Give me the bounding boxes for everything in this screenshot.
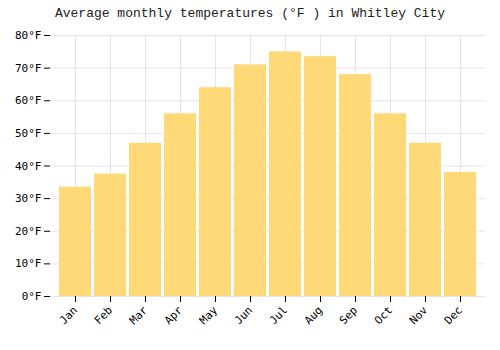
svg-text:Mar: Mar [127,303,151,327]
html-text:Average monthly temperatures (: Average monthly temperatures (°F ) in Wh… [55,6,445,21]
svg-text:40°F: 40°F [15,160,42,173]
svg-text:10°F: 10°F [15,257,42,270]
svg-text:Jan: Jan [57,304,80,327]
svg-text:70°F: 70°F [15,62,42,75]
svg-text:80°F: 80°F [15,29,42,42]
svg-text:Dec: Dec [442,304,465,327]
svg-text:Nov: Nov [407,303,431,327]
svg-text:May: May [197,303,221,327]
svg-text:20°F: 20°F [15,225,42,238]
svg-text:50°F: 50°F [15,127,42,140]
svg-text:Jul: Jul [267,304,290,327]
svg-text:Jun: Jun [232,304,255,327]
svg-text:Aug: Aug [302,304,325,327]
svg-text:Apr: Apr [162,303,186,327]
svg-text:Sep: Sep [337,304,360,327]
svg-text:Feb: Feb [92,304,115,327]
svg-text:60°F: 60°F [15,94,42,107]
svg-text:Oct: Oct [372,304,395,327]
svg-text:30°F: 30°F [15,192,42,205]
svg-text:0°F: 0°F [22,290,42,303]
